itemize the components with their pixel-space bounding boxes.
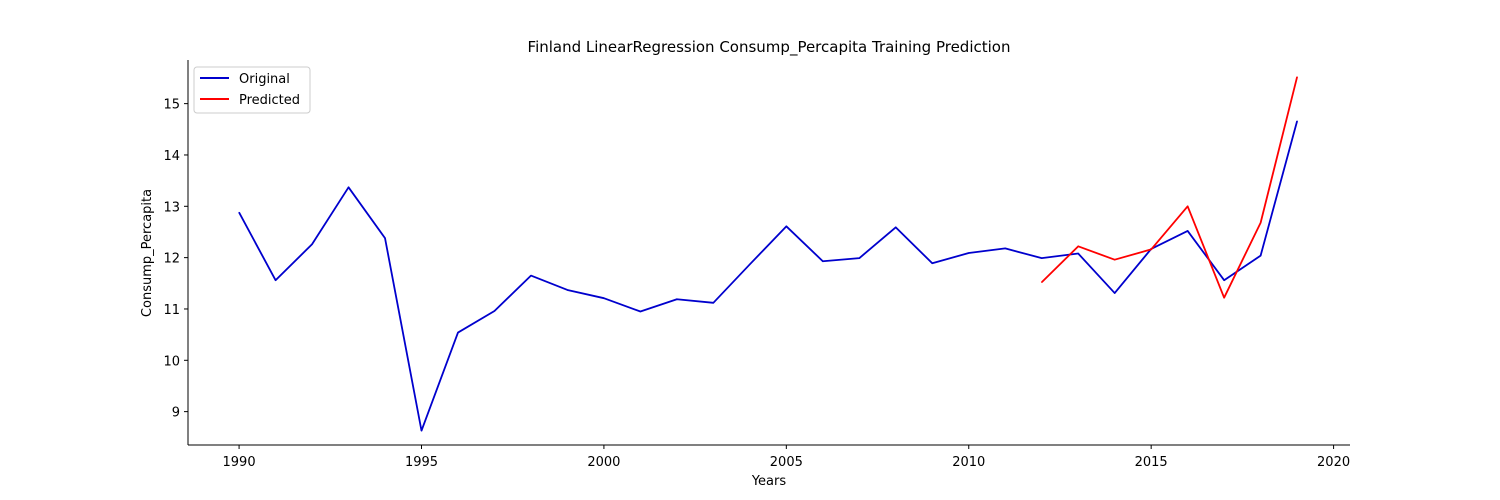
y-tick-label: 10 — [163, 354, 180, 369]
data-point-original — [384, 237, 386, 239]
x-tick-label: 1990 — [223, 455, 256, 470]
data-point-predicted — [1114, 259, 1116, 261]
data-point-original — [1114, 292, 1116, 294]
data-point-original — [493, 310, 496, 312]
x-ticks: 1990 1995 2000 2005 2010 2015 2020 — [223, 445, 1350, 470]
data-point-original — [1041, 257, 1043, 259]
legend-label-original: Original — [239, 72, 290, 87]
data-point-original — [238, 211, 240, 214]
x-tick-label: 2015 — [1135, 455, 1168, 470]
data-point-predicted — [1041, 281, 1043, 283]
chart-title: Finland LinearRegression Consump_Percapi… — [528, 38, 1011, 57]
data-point-predicted — [1296, 76, 1298, 78]
y-tick-label: 15 — [163, 98, 180, 113]
x-axis-label: Years — [751, 474, 787, 489]
data-point-original — [274, 279, 277, 281]
data-point-original — [603, 297, 605, 299]
x-tick-label: 2000 — [587, 455, 620, 470]
data-point-original — [712, 302, 714, 304]
legend-label-predicted: Predicted — [239, 93, 300, 108]
data-point-original — [858, 257, 860, 259]
y-ticks: 9 10 11 12 13 14 15 — [163, 98, 188, 421]
legend: Original Predicted — [193, 66, 311, 114]
data-point-original — [420, 430, 423, 432]
y-tick-label: 14 — [163, 149, 180, 164]
series-line-original — [238, 120, 1298, 432]
data-point-original — [1223, 279, 1225, 281]
data-point-predicted — [1077, 245, 1079, 247]
data-point-original — [457, 331, 459, 334]
data-point-original — [822, 260, 824, 262]
data-point-original — [968, 252, 970, 254]
y-axis-label: Consump_Percapita — [140, 189, 155, 317]
data-point-original — [895, 226, 897, 228]
data-point-original — [676, 298, 678, 300]
data-point-original — [566, 289, 569, 291]
y-tick-label: 12 — [163, 252, 180, 267]
data-point-predicted — [1150, 248, 1152, 251]
data-point-original — [1004, 247, 1006, 249]
y-tick-label: 13 — [163, 200, 180, 215]
data-point-original — [1187, 230, 1189, 232]
x-tick-label: 1995 — [405, 455, 438, 470]
data-point-original — [311, 243, 313, 245]
data-point-original — [785, 225, 787, 227]
data-point-original — [639, 310, 641, 313]
y-tick-label: 9 — [172, 406, 180, 421]
data-point-predicted — [1260, 222, 1262, 224]
data-point-original — [530, 275, 532, 277]
plot-lines — [238, 76, 1298, 432]
x-tick-label: 2005 — [770, 455, 803, 470]
data-point-original — [1296, 120, 1298, 122]
y-tick-label: 11 — [163, 303, 180, 318]
data-point-original — [1077, 252, 1079, 255]
data-point-predicted — [1223, 297, 1225, 299]
data-point-original — [1260, 254, 1262, 257]
data-point-original — [347, 186, 350, 188]
x-tick-label: 2010 — [952, 455, 985, 470]
series-line-predicted — [1041, 76, 1298, 299]
data-point-original — [931, 262, 933, 264]
data-point-original — [749, 263, 751, 265]
data-point-predicted — [1187, 205, 1189, 207]
x-tick-label: 2020 — [1317, 455, 1350, 470]
